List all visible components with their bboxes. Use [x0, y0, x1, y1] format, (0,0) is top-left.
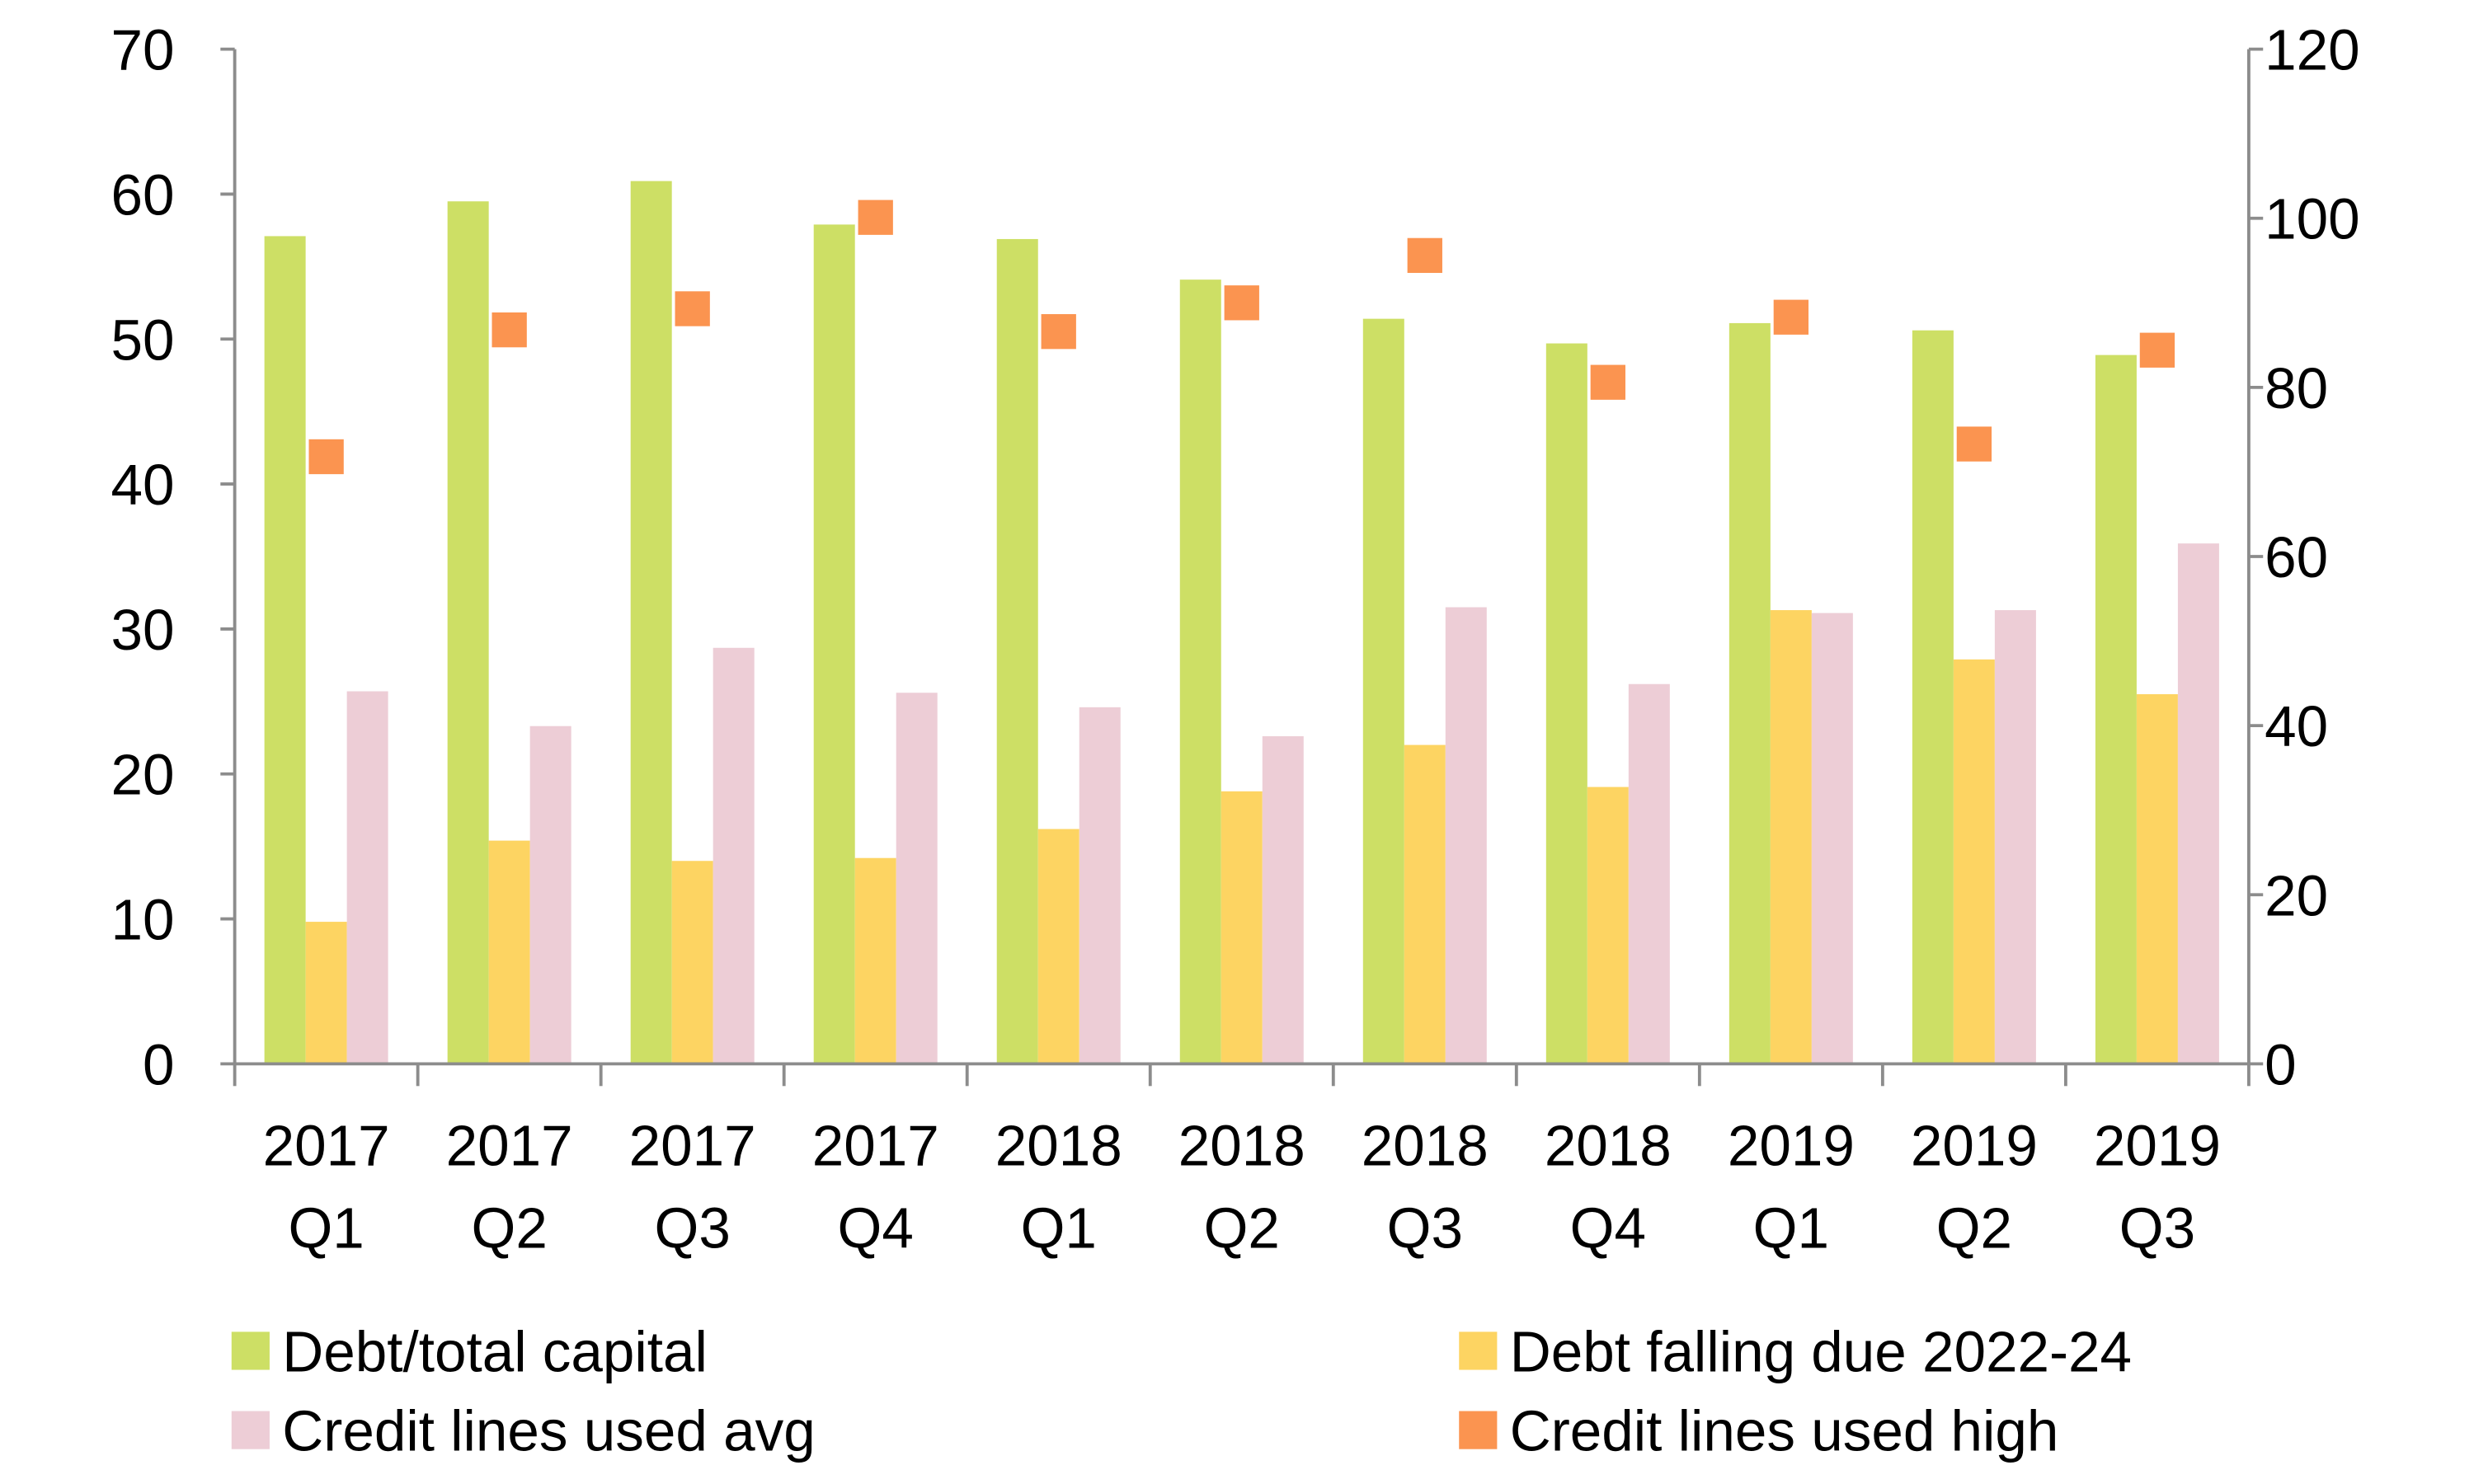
marker-2 [492, 312, 527, 348]
left-tick-label: 70 [111, 18, 175, 82]
legend: Debt/total capital Debt falling due 2022-… [231, 1319, 2132, 1463]
right-tick-label: 60 [2265, 525, 2328, 589]
marker-11 [2139, 332, 2175, 368]
right-tick-label: 0 [2265, 1032, 2297, 1097]
x-tick-label: Q3 [1387, 1195, 1463, 1260]
bar-2-8 [1587, 787, 1629, 1064]
bar-1-9 [1729, 322, 1771, 1064]
x-tick-label: 2018 [995, 1113, 1122, 1177]
bar-1-7 [1362, 318, 1404, 1064]
left-tick-label: 50 [111, 308, 175, 372]
bar-3-6 [1262, 736, 1304, 1064]
bar-2-5 [1037, 829, 1079, 1064]
x-tick-label: Q2 [1204, 1195, 1280, 1260]
bar-1-5 [996, 238, 1038, 1064]
x-tick-label: 2017 [263, 1113, 390, 1177]
left-tick-label: 20 [111, 743, 175, 807]
right-tick-label: 100 [2265, 187, 2360, 251]
x-tick-label: Q1 [288, 1195, 364, 1260]
x-tick-label: 2019 [2094, 1113, 2221, 1177]
bar-3-8 [1628, 683, 1670, 1064]
right-tick-label: 20 [2265, 863, 2328, 928]
legend-label: Credit lines used high [1510, 1399, 2059, 1463]
bars-layer [264, 181, 2219, 1064]
marker-10 [1956, 426, 1992, 462]
bar-1-10 [1912, 330, 1954, 1064]
legend-item: Debt/total capital [231, 1319, 708, 1383]
bar-3-4 [896, 693, 938, 1064]
axes-layer: 0 10 20 30 40 50 60 70 0 20 40 60 80 100 120 2017 Q1 2017… [111, 18, 2360, 1261]
bar-2-4 [854, 857, 896, 1064]
x-tick-label: 2019 [1728, 1113, 1855, 1177]
x-tick-label: 2017 [629, 1113, 756, 1177]
marker-4 [858, 200, 893, 235]
x-tick-label: 2017 [446, 1113, 573, 1177]
left-tick-label: 30 [111, 598, 175, 662]
bar-1-6 [1179, 279, 1221, 1064]
bar-2-9 [1770, 610, 1812, 1064]
bar-2-2 [488, 840, 530, 1064]
marker-8 [1590, 364, 1625, 400]
bar-3-3 [713, 647, 755, 1064]
legend-item: Debt falling due 2022-24 [1459, 1319, 2132, 1383]
legend-swatch [1459, 1411, 1498, 1449]
bar-1-11 [2095, 355, 2137, 1064]
legend-label: Debt falling due 2022-24 [1510, 1319, 2132, 1383]
marker-1 [308, 439, 344, 475]
bar-1-1 [264, 236, 306, 1064]
bar-2-7 [1404, 744, 1446, 1064]
legend-item: Credit lines used high [1459, 1399, 2058, 1463]
x-tick-label: Q3 [655, 1195, 731, 1260]
x-tick-label: Q2 [1936, 1195, 2012, 1260]
bar-3-10 [1994, 610, 2036, 1064]
right-tick-label: 120 [2265, 18, 2360, 82]
x-tick-label: Q3 [2119, 1195, 2195, 1260]
x-tick-label: 2018 [1362, 1113, 1489, 1177]
x-tick-label: 2018 [1178, 1113, 1305, 1177]
legend-swatch [231, 1411, 270, 1449]
left-tick-label: 60 [111, 162, 175, 227]
right-tick-label: 80 [2265, 356, 2328, 420]
bar-2-11 [2136, 694, 2178, 1064]
x-tick-label: Q1 [1753, 1195, 1829, 1260]
bar-1-4 [813, 224, 855, 1064]
legend-swatch [1459, 1331, 1498, 1370]
left-tick-label: 40 [111, 453, 175, 517]
right-tick-label: 40 [2265, 694, 2328, 758]
marker-9 [1773, 299, 1809, 335]
x-tick-label: Q4 [1570, 1195, 1646, 1260]
bar-2-3 [671, 861, 713, 1064]
bar-1-3 [630, 181, 672, 1064]
bar-1-8 [1545, 343, 1587, 1064]
legend-label: Credit lines used avg [282, 1399, 815, 1463]
marker-6 [1224, 285, 1259, 321]
bar-2-1 [305, 922, 347, 1064]
bar-3-7 [1445, 607, 1487, 1064]
bar-1-2 [447, 201, 489, 1064]
bar-3-1 [346, 691, 388, 1064]
left-tick-label: 10 [111, 888, 175, 952]
bar-3-9 [1811, 613, 1853, 1064]
bar-2-6 [1221, 791, 1263, 1064]
x-tick-label: Q4 [838, 1195, 914, 1260]
marker-7 [1407, 237, 1442, 274]
legend-item: Credit lines used avg [231, 1399, 816, 1463]
x-tick-label: Q1 [1021, 1195, 1097, 1260]
marker-3 [675, 291, 710, 326]
marker-5 [1041, 314, 1076, 350]
bar-3-2 [529, 726, 571, 1064]
bar-2-10 [1953, 659, 1995, 1064]
x-tick-label: 2018 [1545, 1113, 1672, 1177]
left-tick-label: 0 [143, 1032, 175, 1097]
x-tick-label: 2019 [1911, 1113, 2038, 1177]
bar-3-5 [1079, 707, 1121, 1064]
legend-label: Debt/total capital [282, 1319, 708, 1383]
legend-swatch [231, 1331, 270, 1370]
bar-3-11 [2177, 543, 2219, 1064]
x-tick-label: Q2 [471, 1195, 547, 1260]
x-tick-label: 2017 [812, 1113, 939, 1177]
